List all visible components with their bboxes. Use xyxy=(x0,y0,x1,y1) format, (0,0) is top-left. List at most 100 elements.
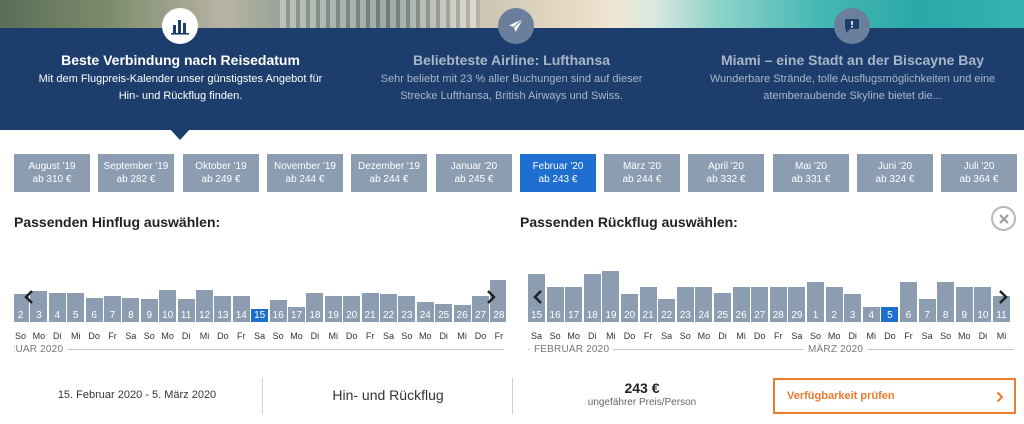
return-day-bar[interactable] xyxy=(881,307,899,322)
day-number: 12 xyxy=(198,310,211,321)
return-day-bar[interactable] xyxy=(565,287,583,322)
weekday-label: Di xyxy=(978,331,988,341)
return-day-bar[interactable] xyxy=(695,287,713,322)
return-day-bar[interactable] xyxy=(955,287,973,322)
outbound-day-bar[interactable] xyxy=(306,293,324,322)
month-tab[interactable]: Januar '20 ab 245 € xyxy=(436,154,512,192)
month-tab[interactable]: Dezember '19 ab 244 € xyxy=(351,154,427,192)
month-name: Juli '20 xyxy=(963,161,995,172)
outbound-day-bar[interactable] xyxy=(122,298,140,322)
outbound-day-bar[interactable] xyxy=(214,296,232,322)
month-tab[interactable]: November '19 ab 244 € xyxy=(267,154,343,192)
return-day-bar[interactable] xyxy=(844,294,862,322)
outbound-day-bar[interactable] xyxy=(48,293,66,322)
outbound-day-bar[interactable] xyxy=(30,291,48,322)
weekday-label: Mo xyxy=(567,331,580,341)
month-price: ab 244 € xyxy=(285,174,325,185)
return-day-bar[interactable] xyxy=(862,307,880,322)
return-day-bar[interactable] xyxy=(583,274,601,322)
outbound-day-bar[interactable] xyxy=(416,302,434,322)
month-tab[interactable]: Juli '20 ab 364 € xyxy=(941,154,1017,192)
feature-popular-airline[interactable]: Beliebteste Airline: Lufthansa Sehr beli… xyxy=(341,28,682,130)
weekday-label: Sa xyxy=(254,331,266,341)
month-tab[interactable]: September '19 ab 282 € xyxy=(98,154,174,192)
weekday-label: So xyxy=(401,331,413,341)
outbound-day-bar[interactable] xyxy=(472,296,489,322)
return-day-bar[interactable] xyxy=(621,294,638,322)
return-day-bar[interactable] xyxy=(974,287,992,322)
weekday-label: Do xyxy=(884,331,896,341)
return-prev-arrow[interactable] xyxy=(531,284,545,310)
return-day-bar[interactable] xyxy=(639,287,657,322)
return-day-bar[interactable] xyxy=(788,287,806,322)
outbound-day-bar[interactable] xyxy=(67,293,85,322)
month-tab[interactable]: Oktober '19 ab 249 € xyxy=(183,154,259,192)
outbound-day-bar[interactable] xyxy=(251,309,269,322)
close-button[interactable] xyxy=(991,206,1016,231)
weekday-label: Mi xyxy=(70,331,81,341)
outbound-day-bar[interactable] xyxy=(140,299,158,322)
outbound-day-bar[interactable] xyxy=(196,290,213,322)
month-tab[interactable]: August '19 ab 310 € xyxy=(14,154,90,192)
outbound-day-bar[interactable] xyxy=(490,280,506,322)
outbound-day-bar[interactable] xyxy=(361,293,379,322)
date-range: 15. Februar 2020 - 5. März 2020 xyxy=(57,389,217,401)
month-tab[interactable]: Juni '20 ab 324 € xyxy=(857,154,933,192)
outbound-day-bar[interactable] xyxy=(232,296,250,322)
month-price: ab 310 € xyxy=(32,174,72,185)
return-day-bar[interactable] xyxy=(732,287,750,322)
return-calendar: 15 Sa 16 So 17 Mo 18 Di 19 Mi 20 Do 21 Fr 22 Sa 23 So 24 Mo… xyxy=(528,256,1014,356)
return-day-bar[interactable] xyxy=(918,299,936,322)
return-day-bar[interactable] xyxy=(602,271,620,322)
return-day-bar[interactable] xyxy=(751,287,769,322)
outbound-day-bar[interactable] xyxy=(104,296,121,322)
month-price: ab 243 € xyxy=(538,174,578,185)
day-number: 18 xyxy=(309,310,321,321)
month-tab[interactable]: Februar '20 ab 243 € xyxy=(520,154,596,192)
weekday-label: Di xyxy=(718,331,727,341)
return-day-bar[interactable] xyxy=(900,282,917,322)
outbound-day-bar[interactable] xyxy=(269,300,287,322)
outbound-next-arrow[interactable] xyxy=(484,284,498,310)
day-number: 15 xyxy=(530,310,543,321)
return-day-bar[interactable] xyxy=(714,293,731,322)
weekday-label: So xyxy=(809,331,821,341)
outbound-prev-arrow[interactable] xyxy=(22,284,36,310)
airplane-icon xyxy=(498,8,534,44)
return-day-bar[interactable] xyxy=(676,287,694,322)
outbound-day-bar[interactable] xyxy=(14,294,29,322)
return-day-bar[interactable] xyxy=(807,282,824,322)
day-number: 2 xyxy=(17,310,24,321)
outbound-day-bar[interactable] xyxy=(380,294,397,322)
return-day-bar[interactable] xyxy=(937,282,955,322)
weekday-label: Sa xyxy=(791,331,803,341)
outbound-day-bar[interactable] xyxy=(85,298,103,322)
outbound-day-bar[interactable] xyxy=(435,304,453,322)
return-day-bar[interactable] xyxy=(546,287,564,322)
day-number: 1 xyxy=(812,310,819,321)
month-tab[interactable]: Mai '20 ab 331 € xyxy=(773,154,849,192)
month-tab[interactable]: April '20 ab 332 € xyxy=(688,154,764,192)
check-availability-button[interactable]: Verfügbarkeit prüfen xyxy=(773,378,1016,414)
return-next-arrow[interactable] xyxy=(996,284,1010,310)
outbound-day-bar[interactable] xyxy=(177,299,195,322)
day-number: 16 xyxy=(272,310,284,321)
weekday-label: Di xyxy=(848,331,857,341)
month-tab[interactable]: März '20 ab 244 € xyxy=(604,154,680,192)
month-name: April '20 xyxy=(708,161,744,172)
return-day-bar[interactable] xyxy=(769,287,787,322)
feature-best-connection[interactable]: Beste Verbindung nach Reisedatum Mit dem… xyxy=(10,28,351,130)
outbound-day-bar[interactable] xyxy=(453,305,471,322)
outbound-day-bar[interactable] xyxy=(398,296,416,322)
day-number: 9 xyxy=(961,310,968,321)
day-number: 11 xyxy=(996,310,1007,321)
return-day-bar[interactable] xyxy=(993,296,1010,322)
feature-miami-city[interactable]: Miami – eine Stadt an der Biscayne Bay W… xyxy=(682,28,1023,130)
outbound-day-bar[interactable] xyxy=(159,290,177,322)
return-day-bar[interactable] xyxy=(825,287,843,322)
outbound-day-bar[interactable] xyxy=(324,296,342,322)
outbound-day-bar[interactable] xyxy=(343,296,361,322)
weekday-label: So xyxy=(679,331,691,341)
outbound-day-bar[interactable] xyxy=(288,307,305,322)
return-day-bar[interactable] xyxy=(658,299,676,322)
